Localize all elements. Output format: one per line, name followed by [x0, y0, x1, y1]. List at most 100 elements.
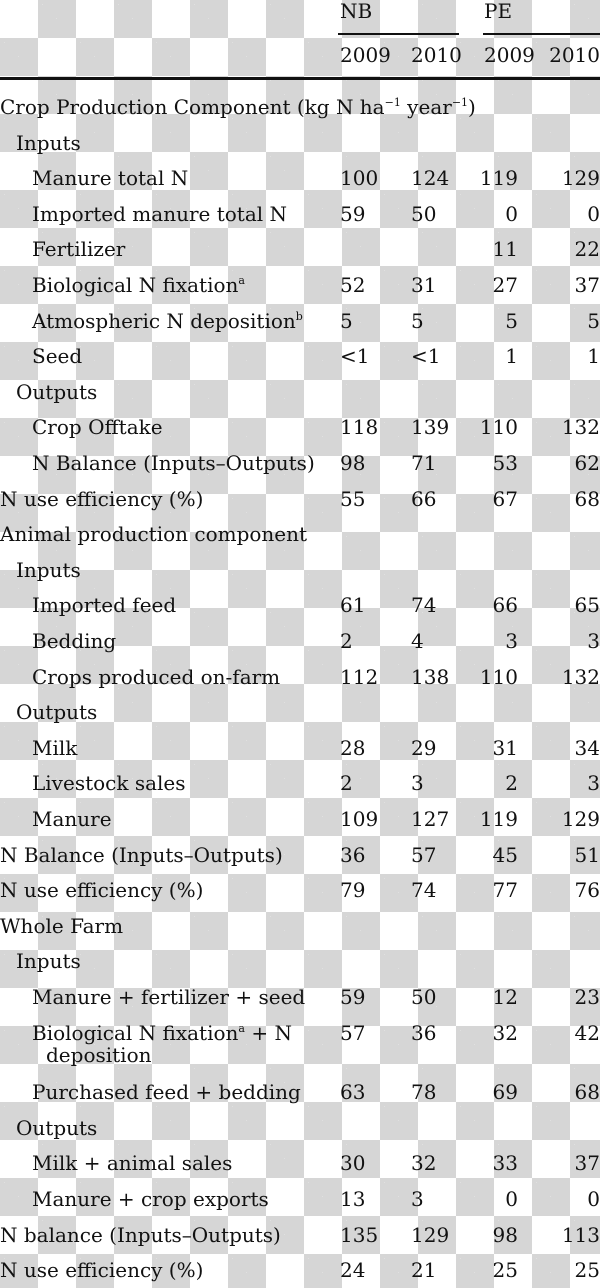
table-cell: 129 [411, 1222, 450, 1247]
row-label: N use efficiency (%) [0, 1259, 203, 1281]
table-cell: 36 [411, 1020, 437, 1045]
table-cell: 0 [587, 1187, 600, 1211]
row-label-text: year [400, 95, 452, 119]
row-label: Whole Farm [0, 915, 123, 937]
row-label-text: Crop Production Component (kg N ha [0, 95, 385, 119]
table-row: Outputs [0, 1110, 600, 1146]
row-label: Outputs [16, 701, 97, 723]
table-cell: 30 [340, 1151, 366, 1176]
table-row: N use efficiency (%) 24 21 25 25 [0, 1252, 600, 1288]
row-label: Manure [32, 808, 112, 830]
table-cell: 51 [574, 842, 600, 867]
table-cell: 65 [574, 593, 600, 618]
row-label: Atmospheric N depositionb [32, 310, 303, 336]
table-cell: <1 [340, 344, 370, 369]
row-label-text: Manure + fertilizer + seed [32, 985, 306, 1009]
table-cell: 119 [479, 166, 518, 191]
table-cell: 98 [340, 451, 366, 475]
row-label: Livestock sales [32, 772, 186, 794]
table-cell: 112 [340, 664, 379, 689]
row-label: Seed [32, 345, 82, 367]
table-cell: 59 [340, 201, 366, 226]
table-cell: 138 [411, 664, 450, 689]
row-label: Imported feed [32, 594, 176, 616]
footnote-marker: a [238, 274, 245, 287]
row-label: Imported manure total N [32, 203, 287, 225]
table-row: Imported manure total N 59 50 0 0 [0, 196, 600, 232]
table-cell: 4 [411, 629, 424, 653]
row-label-text: Inputs [16, 130, 81, 155]
table-row: Manure + crop exports 13 3 0 0 [0, 1181, 600, 1217]
header-year-pe-2009: 2009 [484, 43, 535, 67]
row-label-text: + N [244, 1020, 292, 1045]
table-cell: 24 [340, 1258, 366, 1283]
superscript: −1 [451, 96, 469, 109]
table-cell: 110 [479, 664, 518, 689]
header-year-nb-2009: 2009 [340, 43, 391, 67]
table-cell: 50 [411, 201, 437, 226]
table-cell: 23 [574, 985, 600, 1009]
row-label: N Balance (Inputs–Outputs) [32, 452, 315, 474]
table-cell: 66 [411, 486, 437, 511]
table-cell: 2 [340, 629, 353, 653]
row-label: Animal production component [0, 523, 307, 545]
row-label: Fertilizer [32, 238, 125, 260]
table-cell: 11 [492, 237, 518, 262]
row-label: Manure total N [32, 167, 188, 189]
table-cell: 22 [574, 237, 600, 262]
table-row: N balance (Inputs–Outputs) 135 129 98 113 [0, 1217, 600, 1253]
table-row: Milk 28 29 31 34 [0, 730, 600, 766]
footnote-marker: b [295, 309, 303, 323]
table-cell: 67 [492, 486, 518, 511]
table-cell: 55 [340, 486, 366, 511]
table-cell: 109 [340, 807, 379, 831]
row-label-text: Biological N fixation [32, 1020, 239, 1045]
table-cell: 77 [492, 878, 518, 903]
table-cell: 13 [340, 1187, 366, 1211]
table-cell: 79 [340, 878, 366, 903]
row-label-text: Atmospheric N deposition [32, 308, 296, 333]
row-label: Crop Offtake [32, 416, 163, 438]
table-cell: 3 [411, 771, 424, 796]
row-label-text: Purchased feed + bedding [32, 1080, 301, 1105]
row-label-text: Inputs [16, 949, 81, 974]
row-label-text: N Balance (Inputs–Outputs) [32, 451, 315, 475]
table-row: Purchased feed + bedding 63 78 69 68 [0, 1074, 600, 1110]
row-label-text: Manure total N [32, 166, 189, 191]
table-cell: 57 [411, 842, 437, 867]
row-label-text: Biological N fixation [32, 273, 239, 297]
row-label-text: Whole Farm [0, 913, 124, 938]
table-cell: 31 [411, 273, 437, 297]
table-row: N use efficiency (%) 79 74 77 76 [0, 872, 600, 908]
table-row: Whole Farm [0, 908, 600, 944]
table-row: Atmospheric N depositionb 5 5 5 5 [0, 303, 600, 339]
table-cell: 76 [574, 878, 600, 903]
table-cell: 45 [492, 842, 518, 867]
table-cell: 132 [561, 664, 600, 689]
row-label-text: Milk + animal sales [32, 1151, 233, 1176]
row-label-text: Animal production component [0, 522, 308, 547]
table-cell: 62 [574, 451, 600, 475]
row-label-text: Bedding [32, 629, 117, 653]
row-label-text: Outputs [16, 1115, 98, 1140]
table-row: Imported feed 61 74 66 65 [0, 587, 600, 623]
row-label: Manure + fertilizer + seed [32, 986, 305, 1008]
row-label: N balance (Inputs–Outputs) [0, 1224, 281, 1246]
nb-group-rule [338, 33, 459, 35]
table-cell: 63 [340, 1080, 366, 1105]
table-cell: 3 [505, 629, 518, 653]
row-label-text: Crop Offtake [32, 415, 163, 440]
table-row: Inputs [0, 943, 600, 979]
table-row: Crops produced on-farm 112 138 110 132 [0, 659, 600, 695]
table-row: Seed <1 <1 1 1 [0, 338, 600, 374]
row-label-text: Seed [32, 344, 83, 369]
table-cell: 69 [492, 1080, 518, 1105]
row-label: Inputs [16, 132, 81, 154]
table-row: Manure + fertilizer + seed 59 50 12 23 [0, 979, 600, 1015]
table-cell: 98 [492, 1222, 518, 1247]
table-row: Manure total N 100 124 119 129 [0, 160, 600, 196]
table-cell: 5 [340, 308, 353, 333]
table-row: N Balance (Inputs–Outputs) 36 57 45 51 [0, 837, 600, 873]
pe-group-rule [483, 33, 600, 35]
table-cell: 0 [505, 1187, 518, 1211]
